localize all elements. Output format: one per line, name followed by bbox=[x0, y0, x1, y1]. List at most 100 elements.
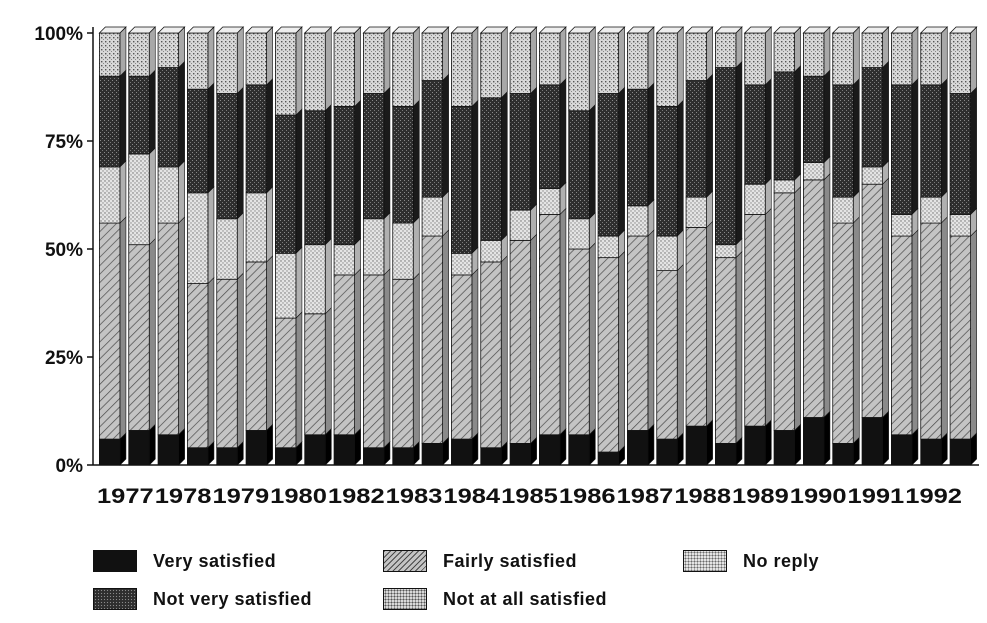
bar-top-face bbox=[773, 26, 802, 34]
chart-legend: Very satisfied Fairly satisfied No reply… bbox=[93, 548, 913, 618]
bar-segment-not-very-satisfied bbox=[509, 93, 532, 211]
bar-segment-no-reply-side bbox=[295, 246, 303, 319]
x-tick-label: 1983 bbox=[386, 485, 443, 508]
bar-segment-no-reply bbox=[509, 209, 532, 241]
bar-segment-no-reply bbox=[744, 183, 766, 215]
bar-segment-very-satisfied bbox=[245, 430, 267, 466]
bar-segment-not-at-all-satisfied bbox=[421, 32, 444, 81]
bar-segment-no-reply-side bbox=[324, 237, 332, 315]
bar-segment-fairly-satisfied-side bbox=[559, 207, 567, 436]
bar-segment-no-reply bbox=[245, 192, 267, 263]
bar-segment-not-at-all-satisfied bbox=[656, 32, 678, 107]
x-tick-label: 1992 bbox=[905, 485, 962, 508]
bar-segment-not-very-satisfied-side bbox=[266, 78, 273, 194]
bar-top-face bbox=[626, 26, 655, 34]
bar-segment-not-at-all-satisfied-side bbox=[530, 26, 537, 95]
bar-top-face bbox=[479, 26, 509, 34]
bar-segment-fairly-satisfied bbox=[157, 222, 179, 436]
bar-segment-fairly-satisfied bbox=[744, 214, 766, 427]
bar-segment-fairly-satisfied bbox=[509, 239, 532, 444]
bar-segment-not-at-all-satisfied-side bbox=[618, 26, 625, 95]
bar-segment-not-very-satisfied-side bbox=[383, 86, 391, 220]
bar-segment-not-very-satisfied bbox=[891, 84, 913, 215]
bar-top-face bbox=[714, 26, 743, 34]
legend-label-fairly-satisfied: Fairly satisfied bbox=[443, 550, 578, 571]
legend-label-no-reply: No reply bbox=[743, 550, 820, 571]
bar-segment-very-satisfied bbox=[597, 451, 619, 466]
bar-segment-no-reply bbox=[362, 218, 385, 276]
bar-segment-fairly-satisfied bbox=[920, 222, 942, 440]
bar-segment-not-very-satisfied bbox=[832, 84, 854, 198]
legend-swatch-not-at-all-satisfied bbox=[383, 588, 427, 610]
bar-segment-not-very-satisfied-side bbox=[794, 65, 801, 181]
stacked-bar bbox=[597, 26, 626, 466]
stacked-bar bbox=[890, 26, 919, 466]
bar-segment-not-very-satisfied bbox=[715, 67, 737, 246]
legend-label-not-very-satisfied: Not very satisfied bbox=[153, 588, 313, 609]
bar-segment-no-reply bbox=[480, 239, 502, 263]
bar-segment-not-very-satisfied-side bbox=[911, 78, 919, 216]
bar-segment-not-at-all-satisfied bbox=[568, 32, 590, 112]
bar-segment-no-reply bbox=[274, 252, 297, 319]
bar-segment-no-reply bbox=[832, 196, 854, 224]
bar-segment-not-at-all-satisfied-side bbox=[794, 26, 801, 73]
bar-top-face bbox=[362, 26, 391, 34]
stacked-bar bbox=[802, 26, 831, 466]
bar-segment-not-very-satisfied-side bbox=[530, 86, 537, 211]
bar-segment-very-satisfied-side bbox=[706, 419, 713, 466]
bar-segment-no-reply bbox=[99, 166, 121, 224]
x-tick-label: 1985 bbox=[501, 485, 558, 508]
stacked-bar bbox=[421, 26, 450, 466]
stacked-bar bbox=[303, 26, 333, 466]
bar-segment-not-very-satisfied bbox=[362, 93, 385, 220]
bar-segment-very-satisfied-side bbox=[148, 423, 156, 466]
y-tick-label: 100% bbox=[34, 24, 83, 45]
bar-segment-very-satisfied bbox=[715, 442, 737, 466]
bar-segment-not-very-satisfied-side bbox=[823, 69, 831, 164]
bar-segment-not-very-satisfied bbox=[333, 106, 356, 246]
bar-segment-not-at-all-satisfied-side bbox=[295, 26, 303, 116]
bar-segment-very-satisfied bbox=[304, 434, 326, 466]
legend-swatch-very-satisfied bbox=[93, 550, 137, 572]
bar-segment-not-at-all-satisfied-side bbox=[412, 26, 420, 108]
y-tick-label: 50% bbox=[45, 240, 83, 261]
bar-segment-fairly-satisfied-side bbox=[794, 186, 801, 432]
bar-segment-no-reply bbox=[656, 235, 678, 271]
bar-segment-not-at-all-satisfied bbox=[949, 32, 971, 94]
bar-segment-fairly-satisfied-side bbox=[266, 255, 273, 432]
stacked-bar bbox=[362, 26, 391, 466]
bar-segment-very-satisfied bbox=[99, 438, 121, 466]
bar-segment-very-satisfied bbox=[216, 447, 238, 466]
bar-segment-not-at-all-satisfied-side bbox=[207, 26, 215, 90]
bar-segment-fairly-satisfied-side bbox=[207, 276, 215, 449]
x-tick-label: 1980 bbox=[270, 485, 327, 508]
stacked-bar bbox=[685, 26, 714, 466]
bar-segment-not-at-all-satisfied-side bbox=[178, 26, 185, 69]
legend-swatch-not-very-satisfied bbox=[93, 588, 137, 610]
stacked-bar bbox=[538, 26, 567, 466]
bar-segment-not-very-satisfied-side bbox=[354, 99, 361, 246]
bar-segment-very-satisfied bbox=[832, 442, 854, 466]
bar-segment-not-very-satisfied-side bbox=[852, 78, 860, 198]
bar-segment-not-at-all-satisfied-side bbox=[823, 26, 831, 77]
bar-segment-fairly-satisfied bbox=[803, 179, 825, 418]
bar-segment-not-very-satisfied-side bbox=[706, 73, 713, 198]
legend-label-very-satisfied: Very satisfied bbox=[153, 550, 277, 571]
stacked-bar bbox=[919, 26, 949, 466]
bar-segment-not-very-satisfied bbox=[627, 88, 649, 207]
bar-segment-not-very-satisfied-side bbox=[588, 104, 596, 220]
bar-segment-very-satisfied-side bbox=[794, 423, 801, 466]
bar-segment-fairly-satisfied-side bbox=[471, 268, 479, 440]
x-tick-label: 1978 bbox=[155, 485, 212, 508]
bar-segment-no-reply bbox=[333, 244, 356, 276]
stacked-bar bbox=[245, 26, 274, 466]
stacked-bar bbox=[949, 26, 978, 466]
bar-segment-fairly-satisfied-side bbox=[119, 216, 127, 440]
bar-segment-no-reply bbox=[891, 214, 913, 237]
stacked-bar bbox=[274, 26, 303, 466]
legend-label-not-at-all-satisfied: Not at all satisfied bbox=[443, 588, 608, 609]
bar-segment-not-very-satisfied-side bbox=[412, 99, 420, 224]
bar-segment-not-at-all-satisfied-side bbox=[148, 26, 156, 77]
bar-segment-fairly-satisfied-side bbox=[647, 229, 655, 432]
